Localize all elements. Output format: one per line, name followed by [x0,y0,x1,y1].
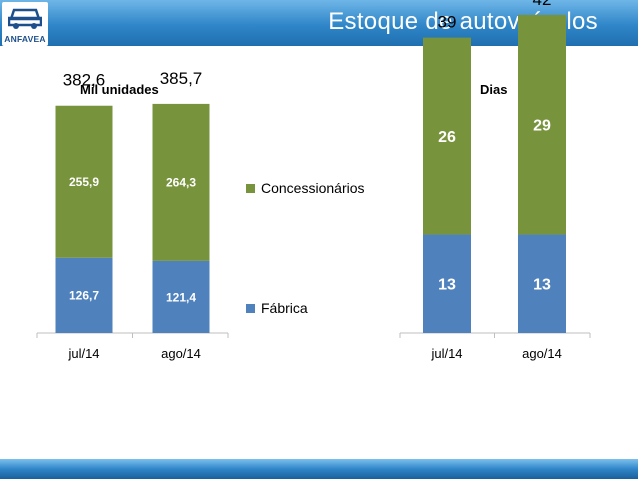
days-data-label-1-0: 26 [438,129,456,146]
chart-title-days: Dias [480,82,508,97]
days-data-label-0-0: 13 [438,277,456,294]
days-bar-fbrica-0 [423,234,471,333]
days-total-label-1: 42 [533,0,552,9]
legend-swatch-concessionarios [246,183,255,193]
units-bar-fbrica-1 [152,260,210,333]
days-data-label-0-1: 13 [533,277,551,294]
units-bar-concessionrios-1 [152,103,210,261]
legend-swatch-fabrica [246,303,255,313]
units-total-label-0: 382,6 [63,71,106,90]
days-x-tick-label-1: ago/14 [522,346,562,361]
days-bar-fbrica-1 [518,234,566,333]
chart-title-units: Mil unidades [80,82,159,97]
units-data-label-0-0: 126,7 [69,289,99,303]
units-data-label-1-0: 255,9 [69,175,99,189]
car-logo-icon [8,8,42,29]
legend-label-fabrica: Fábrica [261,300,308,316]
days-x-tick-label-0: jul/14 [430,346,462,361]
legend-item-concessionarios: Concessionários [246,180,365,196]
days-bar-concessionrios-1 [518,14,566,235]
days-total-label-0: 39 [438,13,457,32]
footer-bar [0,459,638,479]
units-x-tick-label-0: jul/14 [67,346,99,361]
units-bar-concessionrios-0 [55,105,113,258]
days-bar-concessionrios-0 [423,37,471,235]
anfavea-logo: ANFAVEA [2,2,48,46]
legend-item-fabrica: Fábrica [246,300,308,316]
units-total-label-1: 385,7 [160,69,203,88]
units-x-tick-label-1: ago/14 [161,346,201,361]
units-data-label-0-1: 121,4 [166,290,196,304]
units-data-label-1-1: 264,3 [166,176,196,190]
logo-text: ANFAVEA [4,34,46,44]
days-data-label-1-1: 29 [533,117,551,134]
units-bar-fbrica-0 [55,257,113,333]
legend-label-concessionarios: Concessionários [261,180,365,196]
